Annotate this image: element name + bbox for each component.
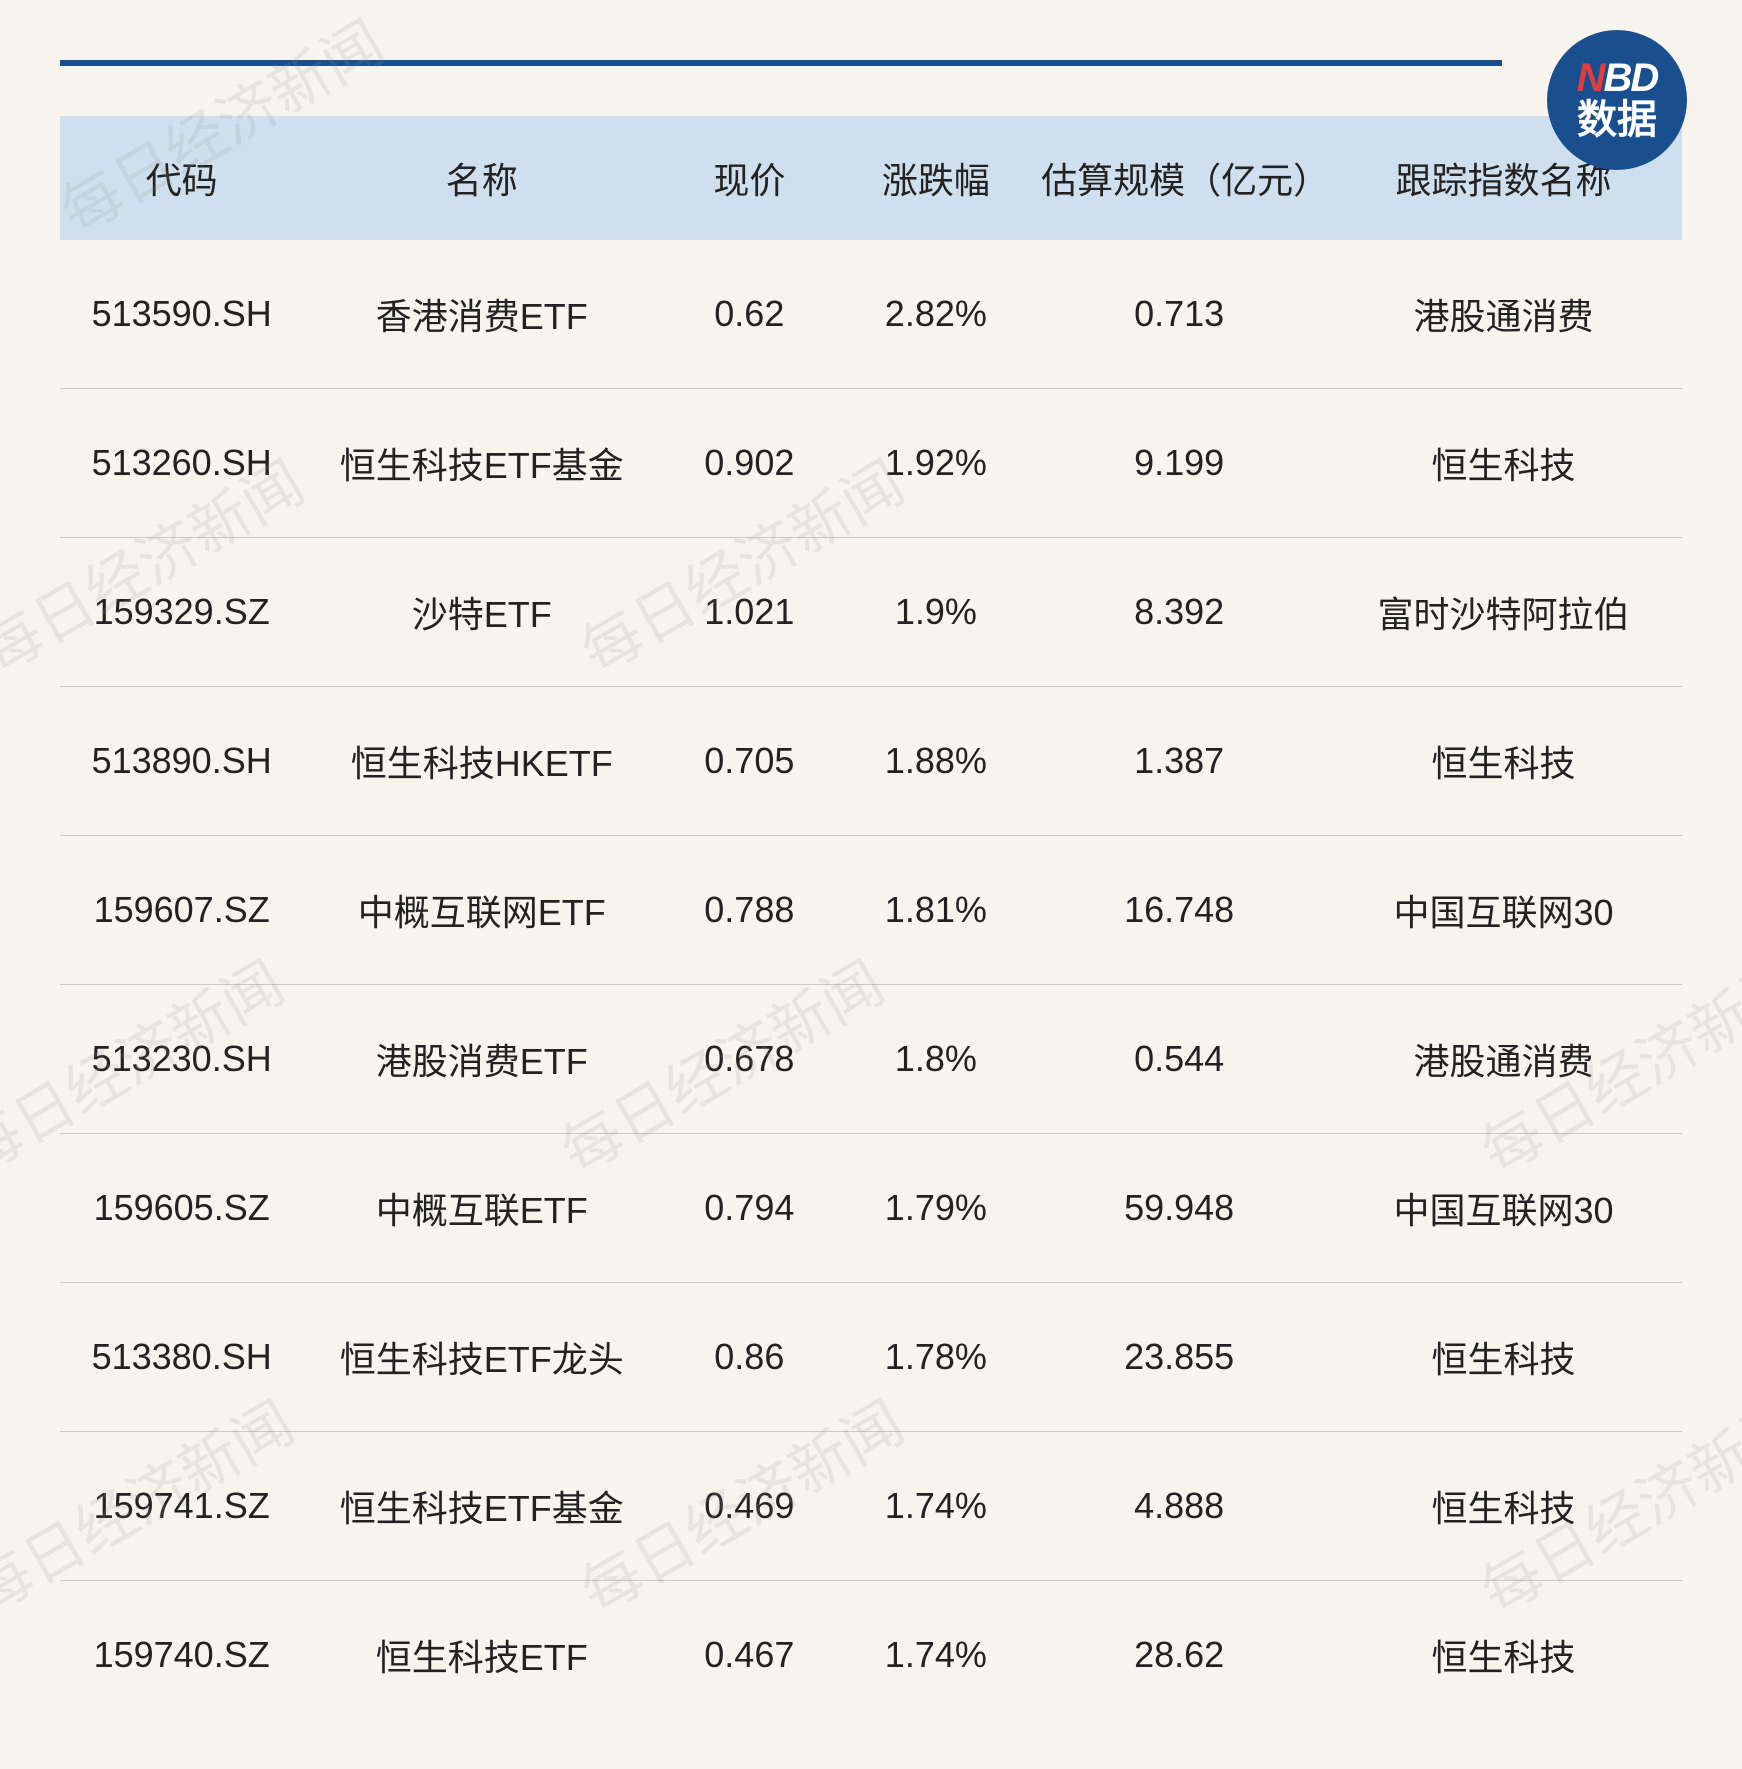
table-cell: 0.544 [1033,985,1325,1134]
table-cell: 0.678 [660,985,838,1134]
logo-letter-n: N [1577,56,1604,100]
table-cell: 2.82% [839,240,1034,389]
table-header: 代码名称现价涨跌幅估算规模（亿元）跟踪指数名称 [60,116,1682,240]
table-cell: 513380.SH [60,1283,303,1432]
column-header: 涨跌幅 [839,116,1034,240]
table-cell: 港股通消费 [1325,985,1682,1134]
page-container: NBD 数据 代码名称现价涨跌幅估算规模（亿元）跟踪指数名称 513590.SH… [0,0,1742,1769]
table-cell: 1.79% [839,1134,1034,1283]
column-header: 估算规模（亿元） [1033,116,1325,240]
table-cell: 0.713 [1033,240,1325,389]
column-header: 名称 [303,116,660,240]
table-row: 513590.SH香港消费ETF0.622.82%0.713港股通消费 [60,240,1682,389]
table-cell: 香港消费ETF [303,240,660,389]
table-cell: 4.888 [1033,1432,1325,1581]
table-cell: 1.74% [839,1581,1034,1730]
header-rule [60,60,1502,66]
table-cell: 1.8% [839,985,1034,1134]
table-cell: 中国互联网30 [1325,1134,1682,1283]
table-cell: 中概互联ETF [303,1134,660,1283]
column-header: 代码 [60,116,303,240]
table-header-row: 代码名称现价涨跌幅估算规模（亿元）跟踪指数名称 [60,116,1682,240]
table-cell: 恒生科技ETF基金 [303,1432,660,1581]
table-cell: 159741.SZ [60,1432,303,1581]
table-cell: 1.387 [1033,687,1325,836]
table-cell: 28.62 [1033,1581,1325,1730]
table-cell: 513590.SH [60,240,303,389]
table-cell: 513890.SH [60,687,303,836]
table-cell: 1.9% [839,538,1034,687]
table-cell: 恒生科技 [1325,1432,1682,1581]
table-row: 159741.SZ恒生科技ETF基金0.4691.74%4.888恒生科技 [60,1432,1682,1581]
table-cell: 港股通消费 [1325,240,1682,389]
table-cell: 16.748 [1033,836,1325,985]
table-cell: 159607.SZ [60,836,303,985]
table-cell: 1.92% [839,389,1034,538]
table-cell: 沙特ETF [303,538,660,687]
logo-letters-bd: BD [1604,56,1658,100]
table-row: 159329.SZ沙特ETF1.0211.9%8.392富时沙特阿拉伯 [60,538,1682,687]
table-cell: 1.88% [839,687,1034,836]
table-cell: 恒生科技 [1325,1581,1682,1730]
table-cell: 159329.SZ [60,538,303,687]
logo-bottom-line: 数据 [1577,98,1657,142]
table-cell: 0.902 [660,389,838,538]
table-cell: 中国互联网30 [1325,836,1682,985]
table-cell: 8.392 [1033,538,1325,687]
nbd-logo-badge: NBD 数据 [1547,30,1687,170]
table-cell: 513260.SH [60,389,303,538]
table-cell: 23.855 [1033,1283,1325,1432]
table-cell: 恒生科技ETF龙头 [303,1283,660,1432]
table-cell: 9.199 [1033,389,1325,538]
etf-data-table: 代码名称现价涨跌幅估算规模（亿元）跟踪指数名称 513590.SH香港消费ETF… [60,116,1682,1729]
table-cell: 513230.SH [60,985,303,1134]
table-cell: 0.469 [660,1432,838,1581]
table-row: 159605.SZ中概互联ETF0.7941.79%59.948中国互联网30 [60,1134,1682,1283]
table-row: 513230.SH港股消费ETF0.6781.8%0.544港股通消费 [60,985,1682,1134]
table-cell: 1.81% [839,836,1034,985]
table-cell: 恒生科技 [1325,1283,1682,1432]
table-row: 159607.SZ中概互联网ETF0.7881.81%16.748中国互联网30 [60,836,1682,985]
table-cell: 159740.SZ [60,1581,303,1730]
table-row: 159740.SZ恒生科技ETF0.4671.74%28.62恒生科技 [60,1581,1682,1730]
table-cell: 1.021 [660,538,838,687]
table-cell: 0.705 [660,687,838,836]
table-cell: 0.467 [660,1581,838,1730]
table-cell: 1.78% [839,1283,1034,1432]
table-cell: 富时沙特阿拉伯 [1325,538,1682,687]
logo-top-line: NBD [1577,58,1658,98]
column-header: 现价 [660,116,838,240]
table-cell: 0.86 [660,1283,838,1432]
table-cell: 0.62 [660,240,838,389]
table-cell: 恒生科技 [1325,687,1682,836]
table-cell: 恒生科技ETF [303,1581,660,1730]
table-row: 513890.SH恒生科技HKETF0.7051.88%1.387恒生科技 [60,687,1682,836]
table-cell: 港股消费ETF [303,985,660,1134]
table-cell: 恒生科技ETF基金 [303,389,660,538]
table-cell: 0.794 [660,1134,838,1283]
table-cell: 中概互联网ETF [303,836,660,985]
table-body: 513590.SH香港消费ETF0.622.82%0.713港股通消费51326… [60,240,1682,1729]
table-cell: 恒生科技 [1325,389,1682,538]
table-row: 513260.SH恒生科技ETF基金0.9021.92%9.199恒生科技 [60,389,1682,538]
table-row: 513380.SH恒生科技ETF龙头0.861.78%23.855恒生科技 [60,1283,1682,1432]
table-cell: 1.74% [839,1432,1034,1581]
table-cell: 0.788 [660,836,838,985]
table-cell: 59.948 [1033,1134,1325,1283]
table-cell: 159605.SZ [60,1134,303,1283]
table-cell: 恒生科技HKETF [303,687,660,836]
